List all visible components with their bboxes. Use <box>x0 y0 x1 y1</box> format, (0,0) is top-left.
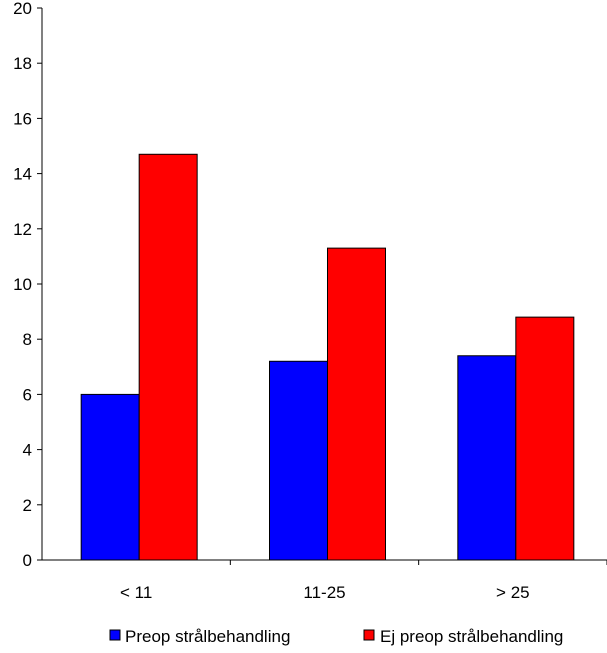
y-tick-label: 8 <box>23 330 32 349</box>
legend: Preop strålbehandling Ej preop strålbehan… <box>109 627 563 646</box>
y-tick-label: 0 <box>23 551 32 570</box>
bar-series-1-cat-1 <box>80 393 140 561</box>
bar-series-2-cat-2 <box>327 247 386 561</box>
legend-swatch <box>363 629 375 641</box>
legend-label: Preop strålbehandling <box>125 627 290 646</box>
x-category-label: < 11 <box>120 583 152 602</box>
y-tick-label: 14 <box>13 165 32 184</box>
x-category-label: > 25 <box>496 583 530 602</box>
bar-series-2-cat-3 <box>515 316 575 561</box>
y-axis-ticks: 0 2 4 6 8 10 12 14 16 18 20 <box>13 0 42 570</box>
y-tick-label: 6 <box>23 385 32 404</box>
y-tick-label: 20 <box>13 0 32 18</box>
legend-label: Ej preop strålbehandling <box>380 627 563 646</box>
y-tick-label: 4 <box>23 441 32 460</box>
legend-swatch <box>109 629 121 641</box>
y-tick-label: 10 <box>13 275 32 294</box>
x-axis-ticks: < 11 11-25 > 25 <box>120 560 607 602</box>
y-tick-label: 12 <box>13 220 32 239</box>
bar-series-1-cat-2 <box>269 360 328 561</box>
y-tick-label: 2 <box>23 496 32 515</box>
x-category-label: 11-25 <box>303 583 345 602</box>
bar-series-2-cat-1 <box>138 153 198 561</box>
y-tick-label: 16 <box>13 109 32 128</box>
y-tick-label: 18 <box>13 54 32 73</box>
bar-series-1-cat-3 <box>457 355 517 561</box>
bars-layer <box>80 153 575 561</box>
